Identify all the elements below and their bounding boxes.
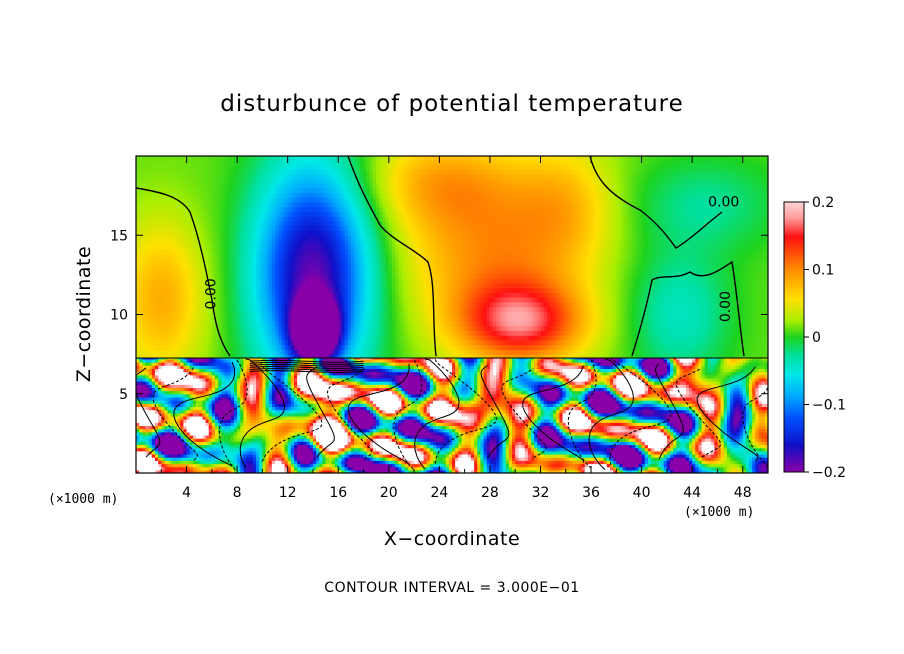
- chart-title: disturbunce of potential temperature: [220, 91, 684, 117]
- heatmap-upper-field: [136, 154, 769, 359]
- plot-area: [136, 154, 769, 473]
- figure: disturbunce of potential temperature 0.0…: [0, 0, 904, 654]
